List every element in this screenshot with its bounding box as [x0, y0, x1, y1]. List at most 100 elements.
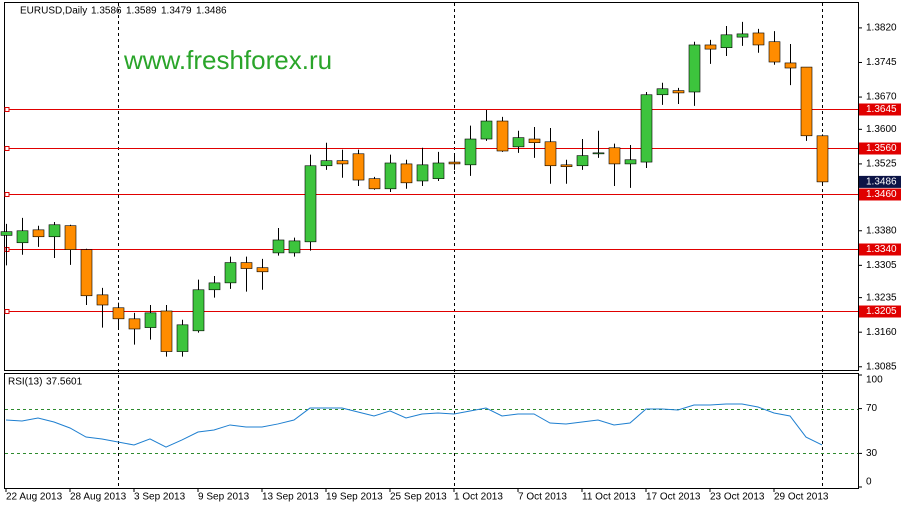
candle-body — [240, 262, 253, 269]
x-tick-label: 1 Oct 2013 — [454, 492, 503, 503]
current-price-label: 1.3486 — [866, 177, 897, 188]
x-tick-label: 23 Oct 2013 — [710, 492, 765, 503]
candle-body — [544, 141, 557, 167]
candle-body — [608, 147, 621, 165]
level-label: 1.3645 — [866, 104, 897, 115]
candle-body — [752, 32, 765, 46]
candle-body — [480, 120, 493, 140]
x-tick-label: 11 Oct 2013 — [582, 492, 636, 503]
candle-body — [576, 155, 589, 167]
candle-body — [128, 318, 141, 330]
candle-body — [272, 239, 285, 254]
y-tick-label: 1.3600 — [866, 124, 897, 135]
candle-body — [720, 34, 733, 49]
y-tick-label: 1.3160 — [866, 327, 897, 338]
candle-body — [96, 294, 109, 306]
level-label-box — [859, 305, 901, 318]
x-tick-label: 3 Sep 2013 — [134, 492, 186, 503]
candle-body — [400, 163, 413, 184]
candle-body — [768, 41, 781, 63]
level-label-box — [859, 103, 901, 116]
candle-body — [336, 160, 349, 165]
x-tick-label: 28 Aug 2013 — [70, 492, 127, 503]
y-tick-label: 100 — [866, 375, 883, 386]
y-tick-label: 1.3085 — [866, 361, 897, 372]
candle-body — [704, 44, 717, 50]
candle-body — [160, 310, 173, 352]
candle-body — [48, 224, 61, 238]
y-tick-label: 70 — [866, 403, 878, 414]
candle-body — [320, 160, 333, 167]
candle-body — [640, 94, 653, 163]
candle-body — [352, 153, 365, 181]
candle-body — [784, 62, 797, 69]
candle-body — [512, 137, 525, 148]
level-label-box — [859, 188, 901, 201]
level-anchor — [4, 309, 10, 314]
candle-body — [64, 225, 77, 250]
y-tick-label: 1.3670 — [866, 92, 897, 103]
candle-body — [0, 231, 13, 236]
x-tick-label: 25 Sep 2013 — [390, 492, 447, 503]
x-tick-label: 19 Sep 2013 — [326, 492, 383, 503]
level-anchor — [4, 107, 10, 112]
level-label: 1.3560 — [866, 143, 897, 154]
level-label-box — [859, 142, 901, 155]
y-tick-label: 1.3820 — [866, 23, 897, 34]
y-tick-label: 1.3380 — [866, 225, 897, 236]
candle-body — [384, 162, 397, 190]
current-price-box — [859, 175, 901, 188]
candle-body — [256, 267, 269, 273]
x-tick-label: 22 Aug 2013 — [6, 492, 63, 503]
candle-body — [416, 164, 429, 182]
candle-body — [496, 120, 509, 152]
candle-body — [656, 88, 669, 96]
candle-body — [816, 135, 829, 183]
header-close: 1.3486 — [196, 6, 227, 17]
candle-body — [368, 178, 381, 190]
candle-body — [224, 262, 237, 284]
candle-body — [208, 282, 221, 291]
candle-body — [592, 152, 605, 155]
x-tick-label: 17 Oct 2013 — [646, 492, 701, 503]
rsi-panel-frame — [4, 373, 859, 489]
level-label-box — [859, 243, 901, 256]
y-tick-label: 1.3525 — [866, 159, 897, 170]
x-tick-label: 9 Sep 2013 — [198, 492, 250, 503]
candle-body — [448, 161, 461, 165]
y-tick-label: 1.3235 — [866, 292, 897, 303]
y-tick-label: 1.3745 — [866, 57, 897, 68]
x-tick-label: 13 Sep 2013 — [262, 492, 319, 503]
candle-body — [304, 165, 317, 243]
candle-body — [736, 33, 749, 38]
candle-body — [192, 289, 205, 332]
y-tick-label: 0 — [866, 477, 872, 488]
y-tick-label: 1.3305 — [866, 260, 897, 271]
level-label: 1.3205 — [866, 306, 897, 317]
candle-body — [16, 230, 29, 244]
candle-body — [176, 324, 189, 352]
candle-body — [80, 249, 93, 297]
level-label: 1.3340 — [866, 244, 897, 255]
plot-layer: 1.38201.37451.36701.36001.35251.34551.33… — [0, 21, 901, 503]
candle-body — [288, 240, 301, 254]
rsi-line — [5, 403, 823, 448]
candle-body — [800, 66, 813, 137]
rsi-current-value: 37.5601 — [46, 377, 83, 388]
header-open: 1.3586 — [91, 6, 122, 17]
x-tick-label: 29 Oct 2013 — [774, 492, 829, 503]
level-label: 1.3460 — [866, 189, 897, 200]
candle-body — [688, 44, 701, 93]
candle-body — [672, 90, 685, 94]
candle-body — [144, 312, 157, 328]
x-tick-label: 7 Oct 2013 — [518, 492, 567, 503]
level-anchor — [4, 192, 10, 197]
candle-body — [112, 307, 125, 320]
price-panel-frame — [4, 2, 859, 371]
rsi-title: RSI(13) — [8, 377, 42, 388]
candle-body — [624, 159, 637, 165]
candle-body — [464, 138, 477, 166]
candle-body — [32, 229, 45, 238]
